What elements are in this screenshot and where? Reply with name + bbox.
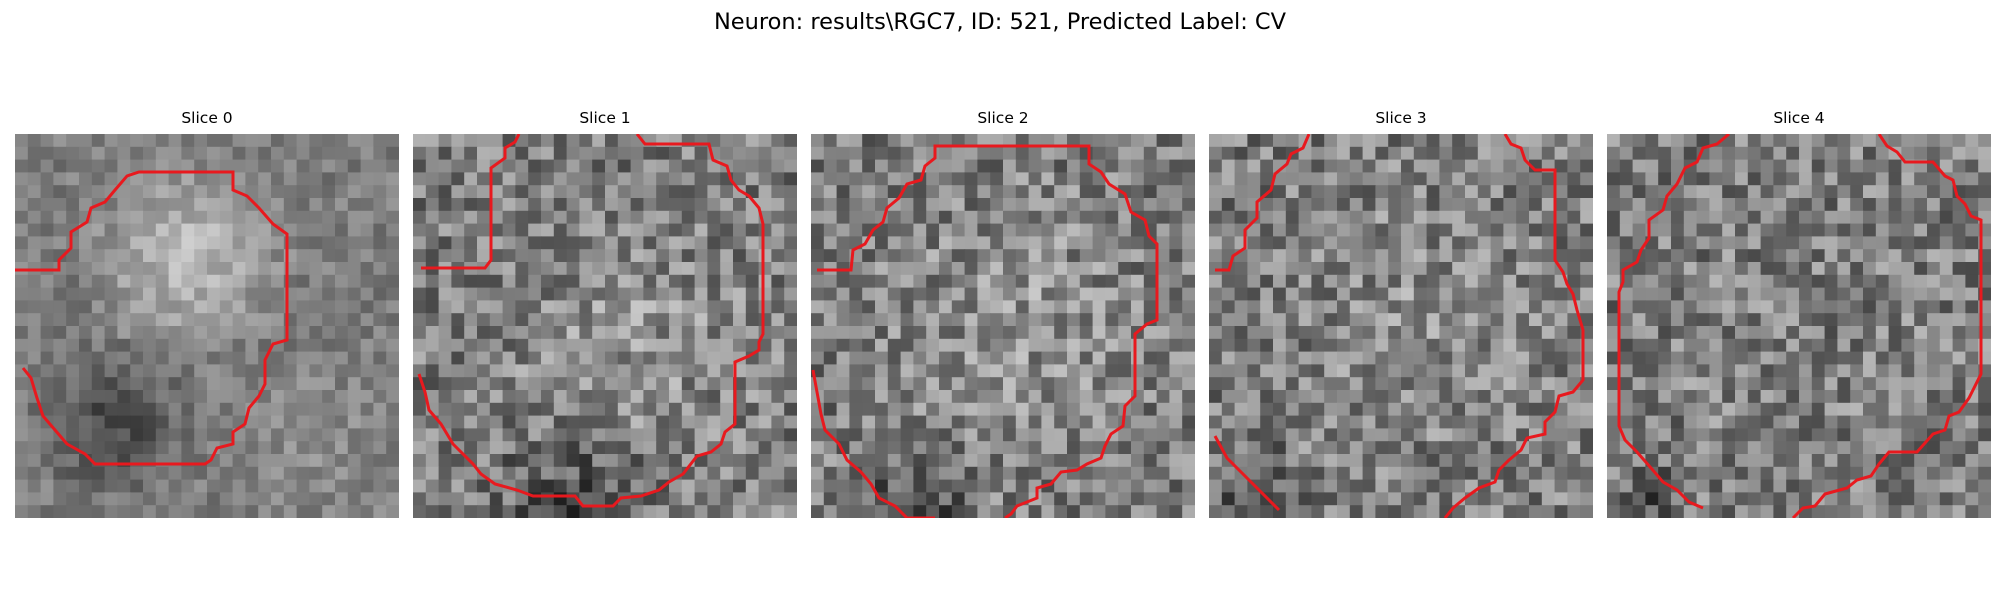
- slice-panel-0: Slice 0: [15, 108, 399, 520]
- contour-line-1-left: [421, 134, 521, 270]
- pixel-grid-3: [1209, 134, 1593, 518]
- slice-svg-1: [413, 134, 797, 518]
- contour-line-4-left: [1617, 134, 1730, 510]
- slice-title-4: Slice 4: [1773, 109, 1825, 127]
- slice-title-2: Slice 2: [977, 109, 1029, 127]
- pixel-grid-0: [15, 134, 399, 518]
- contour-line-3-left: [1215, 134, 1311, 272]
- contour-line-3-right: [1443, 134, 1585, 518]
- contour-line-1-right: [417, 134, 765, 508]
- slice-panel-1: Slice 1: [413, 108, 797, 520]
- figure-title: Neuron: results\RGC7, ID: 521, Predicted…: [713, 9, 1287, 35]
- contour-line-3-bottom: [1213, 435, 1281, 512]
- slice-title-3: Slice 3: [1375, 109, 1427, 127]
- slice-panel-2: Slice 2: [811, 108, 1195, 520]
- pixel-grid-4: [1607, 134, 1991, 518]
- slice-svg-3: [1209, 134, 1593, 518]
- slice-svg-0: [15, 134, 399, 518]
- slice-title-0: Slice 0: [181, 109, 233, 127]
- contour-line-2: [817, 144, 1159, 518]
- contour-line-0: [15, 170, 289, 466]
- slice-svg-2: [811, 134, 1195, 518]
- slice-panel-4: Slice 4: [1607, 108, 1991, 520]
- contour-line-2-bottom: [811, 369, 935, 518]
- pixel-grid-1: [413, 134, 797, 518]
- contour-line-4-right: [1791, 134, 1983, 518]
- slice-image-3: [1209, 134, 1593, 518]
- slice-image-1: [413, 134, 797, 518]
- slice-panel-3: Slice 3: [1209, 108, 1593, 520]
- slice-svg-4: [1607, 134, 1991, 518]
- pixel-grid-2: [811, 134, 1195, 518]
- slice-image-0: [15, 134, 399, 518]
- slice-title-1: Slice 1: [579, 109, 631, 127]
- slice-image-2: [811, 134, 1195, 518]
- slice-image-4: [1607, 134, 1991, 518]
